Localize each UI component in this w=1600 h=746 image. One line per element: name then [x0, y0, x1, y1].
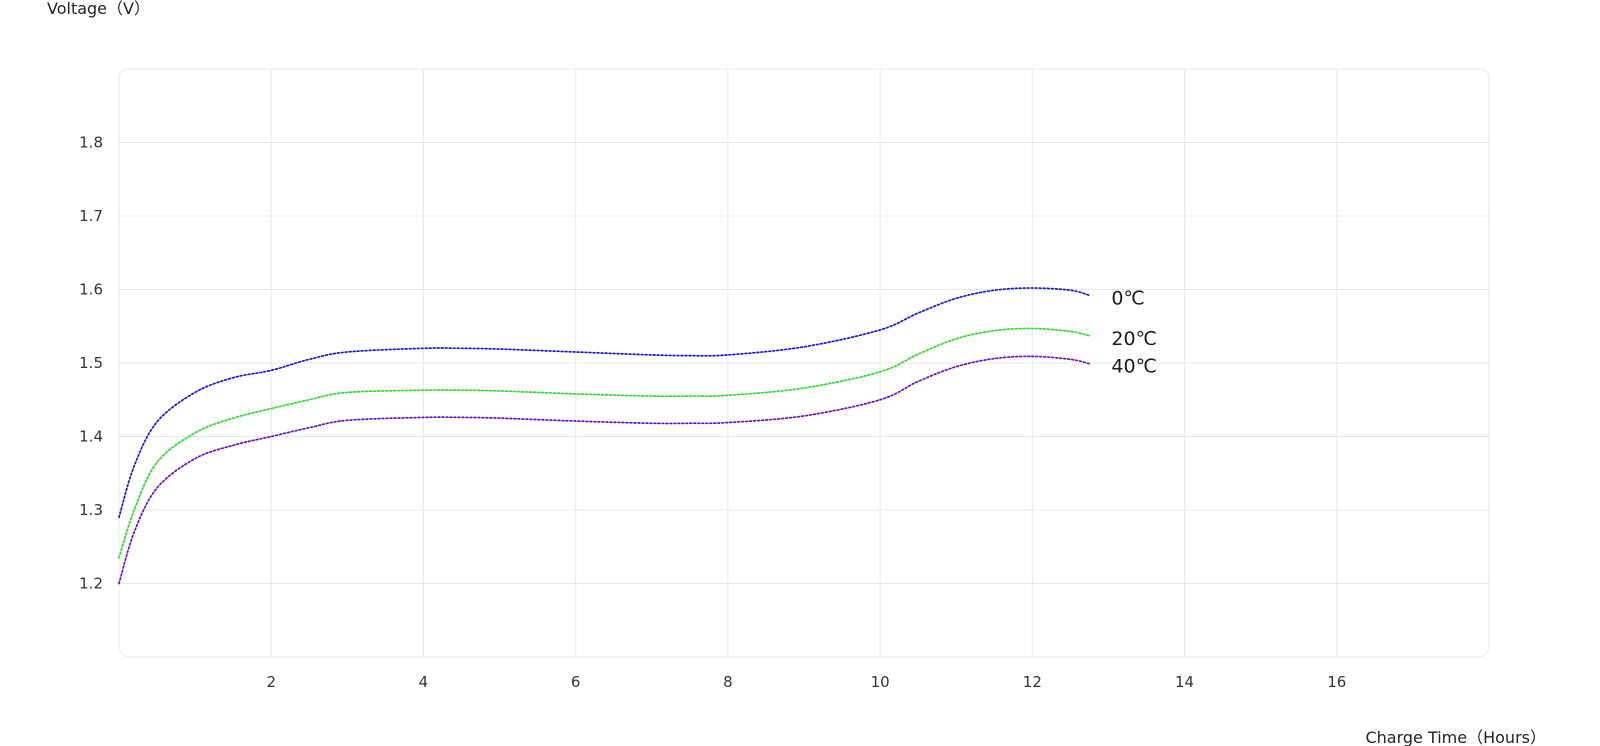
x-tick-label: 14	[1175, 673, 1194, 691]
y-axis-title: Voltage（V）	[47, 0, 150, 18]
x-tick-label: 6	[571, 673, 581, 691]
y-tick-label: 1.5	[79, 354, 103, 372]
series-label: 20℃	[1111, 328, 1157, 350]
y-tick-label: 1.7	[79, 207, 103, 225]
x-tick-label: 10	[871, 673, 890, 691]
y-tick-label: 1.8	[79, 134, 103, 152]
y-tick-label: 1.2	[79, 575, 103, 593]
grid	[119, 69, 1489, 657]
x-tick-label: 8	[723, 673, 733, 691]
x-tick-label: 2	[266, 673, 276, 691]
y-tick-label: 1.6	[79, 281, 103, 299]
x-axis-title: Charge Time（Hours）	[1365, 728, 1546, 746]
y-axis-ticks: 1.2 1.3 1.4 1.5 1.6 1.7 1.8	[79, 134, 103, 593]
series-lines	[118, 287, 1091, 585]
x-axis-ticks: 2 4 6 8 10 12 14 16	[266, 673, 1346, 691]
x-tick-label: 16	[1327, 673, 1346, 691]
x-tick-label: 12	[1023, 673, 1042, 691]
x-tick-label: 4	[419, 673, 429, 691]
series-label: 40℃	[1111, 356, 1157, 378]
y-tick-label: 1.4	[79, 428, 103, 446]
series-line	[118, 355, 1091, 585]
series-labels: 0℃ 20℃ 40℃	[1111, 287, 1157, 377]
series-label: 0℃	[1111, 287, 1144, 309]
series-line	[118, 287, 1091, 519]
y-tick-label: 1.3	[79, 501, 103, 519]
series-line	[118, 327, 1091, 559]
